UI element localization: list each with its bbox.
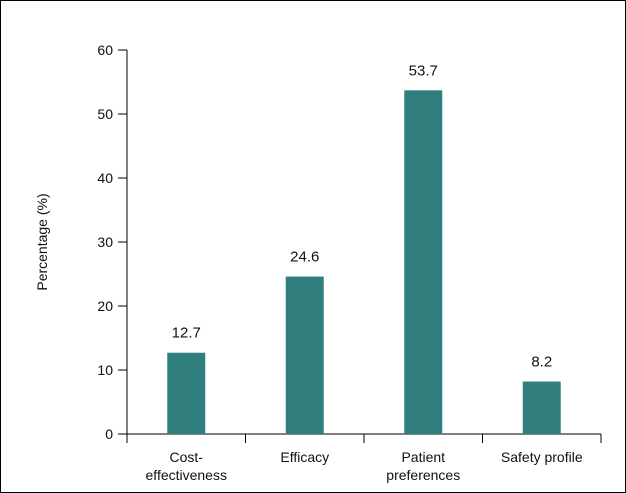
y-tick-label: 0 <box>105 426 113 442</box>
data-label: 12.7 <box>172 325 201 342</box>
y-tick-label: 60 <box>97 42 113 58</box>
x-tick-label: Patient <box>401 449 445 465</box>
x-tick-label: Efficacy <box>280 449 329 465</box>
y-axis: 0 10 20 30 40 50 60 <box>97 42 128 442</box>
bars <box>167 90 561 434</box>
x-tick-label: preferences <box>386 467 460 483</box>
labels: 12.7 Cost-effectiveness 24.6 Efficacy 53.7 Pa… <box>146 62 583 483</box>
y-tick-label: 20 <box>97 298 113 314</box>
x-tick-label: Cost- <box>170 449 204 465</box>
y-tick-label: 40 <box>97 170 113 186</box>
data-label: 8.2 <box>531 354 552 371</box>
x-axis <box>126 433 602 443</box>
y-tick-label: 30 <box>97 234 113 250</box>
data-label: 24.6 <box>290 249 319 266</box>
bar <box>167 352 206 434</box>
x-tick-label: effectiveness <box>146 467 227 483</box>
y-axis-title: Percentage (%) <box>34 193 50 290</box>
y-tick-label: 10 <box>97 362 113 378</box>
bar <box>285 276 324 434</box>
data-label: 53.7 <box>409 62 438 79</box>
bar <box>404 90 443 434</box>
bar <box>522 381 561 434</box>
x-tick-label: Safety profile <box>501 449 583 465</box>
y-tick-label: 50 <box>97 106 113 122</box>
